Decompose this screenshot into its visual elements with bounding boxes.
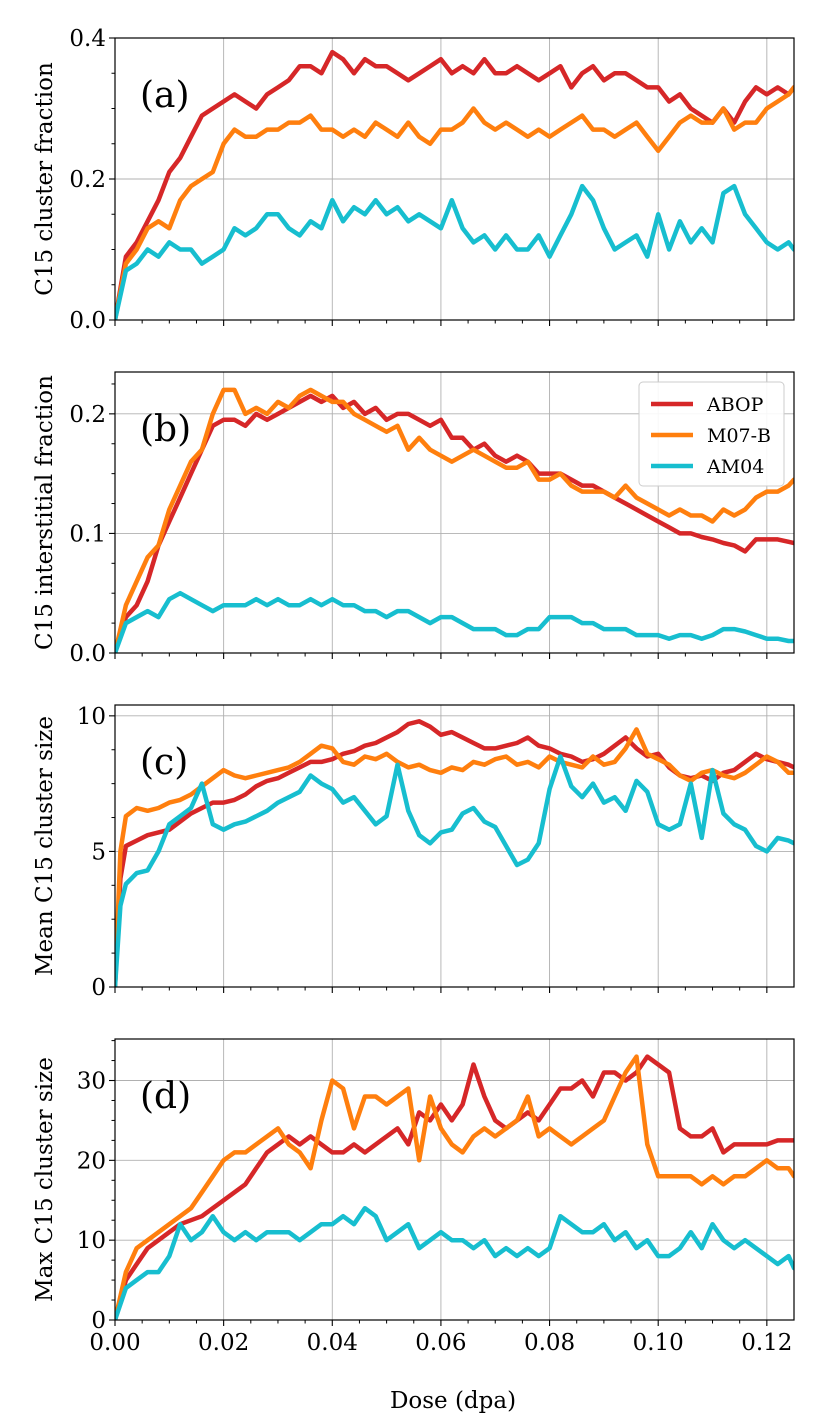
x-tick-label: 0.04 bbox=[307, 1330, 358, 1356]
x-tick-label: 0.02 bbox=[198, 1330, 249, 1356]
panel-label: (a) bbox=[140, 75, 190, 116]
series-line-am04 bbox=[115, 183, 794, 320]
panel-c: 0 5 10 Mean C15 cluster size (c) bbox=[32, 704, 795, 1001]
y-tick-label: 20 bbox=[77, 1148, 106, 1174]
legend-label: AM04 bbox=[706, 456, 764, 478]
panel-label: (b) bbox=[140, 409, 191, 450]
x-tick-label: 0.00 bbox=[89, 1330, 140, 1356]
series-group bbox=[115, 49, 794, 320]
series-line-am04 bbox=[115, 1205, 794, 1320]
y-tick-label: 0.0 bbox=[69, 641, 106, 667]
legend-label: ABOP bbox=[706, 394, 764, 416]
x-tick-label: 0.08 bbox=[524, 1330, 575, 1356]
legend-box bbox=[638, 381, 785, 487]
axes-frame bbox=[114, 1038, 795, 1321]
series-line-m07-b bbox=[115, 85, 794, 320]
y-tick-label: 0.1 bbox=[69, 521, 106, 547]
series-line-am04 bbox=[115, 754, 794, 987]
y-tick-label: 30 bbox=[77, 1069, 106, 1095]
legend-label: M07-B bbox=[707, 425, 771, 447]
legend: ABOP M07-B AM04 bbox=[638, 381, 785, 487]
series-line-am04 bbox=[115, 590, 794, 653]
panel-d: 0 10 20 30 0.00 0.02 0.04 0.06 0.08 0.10 0.12 Max C… bbox=[32, 1038, 795, 1356]
series-group bbox=[115, 1054, 794, 1320]
series-line-abop bbox=[115, 393, 794, 653]
x-tick-label: 0.10 bbox=[633, 1330, 684, 1356]
y-axis-label: C15 cluster fraction bbox=[32, 62, 58, 296]
y-tick-label: 0.2 bbox=[69, 167, 106, 193]
panel-label: (d) bbox=[140, 1076, 191, 1117]
y-tick-label: 10 bbox=[77, 704, 106, 730]
series-line-abop bbox=[115, 49, 794, 320]
y-tick-label: 0 bbox=[91, 975, 106, 1001]
y-axis-label: Max C15 cluster size bbox=[32, 1057, 58, 1302]
panel-b: 0.0 0.1 0.2 C15 interstitial fraction (b) ABO… bbox=[32, 371, 795, 667]
panel-a: 0.0 0.2 0.4 C15 cluster fraction (a) bbox=[32, 26, 795, 334]
series-line-m07-b bbox=[115, 727, 794, 987]
y-tick-label: 0.2 bbox=[69, 402, 106, 428]
x-tick-label: 0.12 bbox=[741, 1330, 792, 1356]
panel-label: (c) bbox=[140, 742, 188, 783]
series-line-abop bbox=[115, 719, 794, 987]
y-tick-label: 10 bbox=[77, 1228, 106, 1254]
y-tick-label: 0.0 bbox=[69, 308, 106, 334]
x-tick-label: 0.06 bbox=[415, 1330, 466, 1356]
series-line-m07-b bbox=[115, 387, 794, 653]
y-tick-label: 5 bbox=[91, 839, 106, 865]
axes-frame bbox=[114, 371, 795, 654]
x-axis-label: Dose (dpa) bbox=[390, 1388, 516, 1414]
series-group bbox=[115, 387, 794, 653]
y-tick-label: 0 bbox=[91, 1308, 106, 1334]
series-group bbox=[115, 719, 794, 987]
series-line-m07-b bbox=[115, 1054, 794, 1320]
axes-frame bbox=[114, 704, 795, 988]
y-tick-label: 0.4 bbox=[69, 26, 106, 52]
y-axis-label: C15 interstitial fraction bbox=[32, 375, 58, 650]
series-line-abop bbox=[115, 1054, 794, 1320]
y-axis-label: Mean C15 cluster size bbox=[32, 716, 58, 976]
